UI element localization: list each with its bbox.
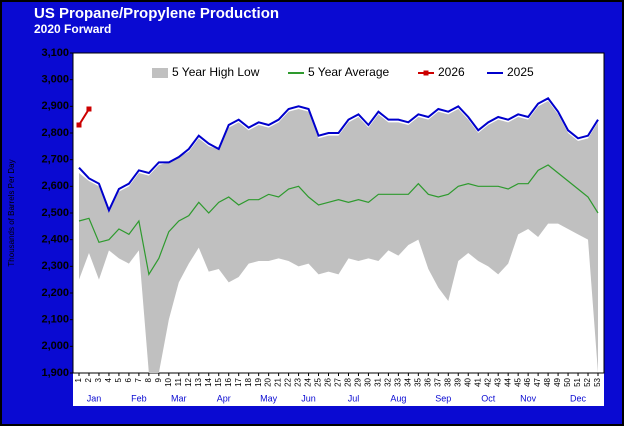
x-tick-label: 23 [294,377,303,386]
chart-title: US Propane/Propylene Production [34,5,279,22]
month-label: Oct [481,393,496,403]
legend-label: 2025 [507,65,534,79]
high-low-band [79,101,598,373]
x-tick-label: 42 [483,377,492,386]
legend-label: 5 Year Average [308,65,390,79]
chart-subtitle: 2020 Forward [34,22,111,36]
month-label: Mar [171,393,187,403]
y-tick-label: 2,800 [41,127,69,139]
x-tick-label: 14 [204,377,213,386]
x-tick-label: 53 [593,377,602,386]
x-tick-label: 7 [134,377,143,382]
x-tick-label: 29 [354,377,363,386]
month-label: Jan [87,393,102,403]
x-tick-label: 40 [463,377,472,386]
x-tick-label: 47 [533,377,542,386]
y-tick-label: 2,600 [41,180,69,192]
y-tick-label: 3,000 [41,74,69,86]
x-tick-label: 26 [324,377,333,386]
month-label: Jun [301,393,316,403]
y-tick-label: 2,300 [41,260,69,272]
y-tick-label: 2,900 [41,100,69,112]
month-label: Feb [131,393,147,403]
x-tick-label: 12 [184,377,193,386]
x-tick-label: 32 [384,377,393,386]
x-tick-label: 16 [224,377,233,386]
y-axis-label: Thousands of Barrels Per Day [7,159,16,266]
month-label: Apr [217,393,231,403]
x-tick-label: 10 [164,377,173,386]
x-tick-label: 28 [344,377,353,386]
y-tick-label: 2,000 [41,340,69,352]
month-label: Aug [390,393,406,403]
x-tick-label: 1 [74,377,83,382]
x-tick-label: 20 [264,377,273,386]
series-marker [76,122,82,128]
month-label: Sep [435,393,451,403]
legend-label: 5 Year High Low [172,65,260,79]
x-tick-label: 8 [144,377,153,382]
x-tick-label: 17 [234,377,243,386]
legend-label: 2026 [438,65,465,79]
x-tick-label: 6 [124,377,133,382]
x-tick-label: 19 [254,377,263,386]
x-axis-strip [73,373,604,406]
y-tick-label: 3,100 [41,47,69,59]
series-line [78,164,599,276]
x-tick-label: 33 [393,377,402,386]
x-tick-label: 36 [423,377,432,386]
x-tick-label: 51 [573,377,582,386]
x-tick-label: 2 [84,377,93,382]
x-tick-label: 49 [553,377,562,386]
x-tick-label: 48 [543,377,552,386]
x-tick-label: 27 [334,377,343,386]
y-tick-label: 2,200 [41,287,69,299]
y-tick-label: 2,400 [41,234,69,246]
y-tick-label: 1,900 [41,367,69,379]
x-tick-label: 41 [473,377,482,386]
x-tick-label: 52 [583,377,592,386]
x-tick-label: 18 [244,377,253,386]
month-label: May [260,393,278,403]
month-label: Dec [570,393,587,403]
x-tick-label: 44 [503,377,512,386]
x-tick-label: 5 [114,377,123,382]
x-tick-label: 11 [174,377,183,386]
legend-swatch [152,68,168,78]
x-tick-label: 24 [304,377,313,386]
series-line [78,108,90,126]
x-tick-label: 38 [443,377,452,386]
x-tick-label: 4 [104,377,113,382]
x-tick-label: 45 [513,377,522,386]
x-tick-label: 3 [94,377,103,382]
y-tick-label: 2,500 [41,207,69,219]
x-tick-label: 30 [364,377,373,386]
series-marker [86,106,92,112]
x-tick-label: 9 [154,377,163,382]
month-label: Nov [520,393,537,403]
y-tick-label: 2,700 [41,154,69,166]
x-tick-label: 25 [314,377,323,386]
x-tick-label: 50 [563,377,572,386]
x-tick-label: 22 [284,377,293,386]
month-label: Jul [348,393,360,403]
legend-marker [423,70,429,76]
y-tick-label: 2,100 [41,314,69,326]
x-tick-label: 37 [433,377,442,386]
x-tick-label: 34 [403,377,412,386]
x-tick-label: 21 [274,377,283,386]
x-tick-label: 15 [214,377,223,386]
x-tick-label: 31 [374,377,383,386]
x-tick-label: 46 [523,377,532,386]
x-tick-label: 43 [493,377,502,386]
x-tick-label: 35 [413,377,422,386]
x-tick-label: 13 [194,377,203,386]
x-tick-label: 39 [453,377,462,386]
series-line [78,97,599,213]
